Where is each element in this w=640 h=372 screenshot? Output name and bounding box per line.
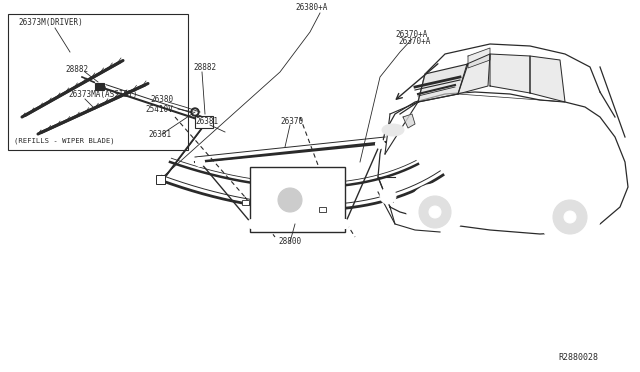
Polygon shape xyxy=(418,64,468,102)
Bar xyxy=(242,201,249,205)
Polygon shape xyxy=(403,114,415,128)
Text: 28800: 28800 xyxy=(278,237,301,246)
Circle shape xyxy=(407,184,463,240)
Text: 25410V: 25410V xyxy=(145,105,173,114)
Text: 26370+A: 26370+A xyxy=(398,37,430,46)
Bar xyxy=(8,14,188,150)
Circle shape xyxy=(248,219,257,228)
Bar xyxy=(195,116,213,128)
Text: 28882: 28882 xyxy=(65,65,88,74)
Text: 26381: 26381 xyxy=(195,117,218,126)
Circle shape xyxy=(195,157,205,167)
Text: (REFILLS - WIPER BLADE): (REFILLS - WIPER BLADE) xyxy=(14,138,115,144)
Bar xyxy=(95,83,104,90)
Text: 26380: 26380 xyxy=(150,95,173,104)
Text: 26370+A: 26370+A xyxy=(395,30,428,39)
Circle shape xyxy=(540,187,600,247)
Text: 28882: 28882 xyxy=(193,63,216,72)
Ellipse shape xyxy=(382,124,404,136)
Bar xyxy=(386,197,393,202)
Text: R2880028: R2880028 xyxy=(558,353,598,362)
Circle shape xyxy=(95,80,105,90)
Circle shape xyxy=(340,219,349,228)
Text: 26373M(DRIVER): 26373M(DRIVER) xyxy=(18,18,83,27)
Circle shape xyxy=(564,211,576,223)
Circle shape xyxy=(191,108,199,116)
Bar xyxy=(156,175,165,184)
Polygon shape xyxy=(468,48,490,68)
Circle shape xyxy=(553,200,587,234)
Text: 26381: 26381 xyxy=(148,130,171,139)
Bar xyxy=(319,207,326,212)
Circle shape xyxy=(429,206,441,218)
Circle shape xyxy=(380,188,396,204)
Polygon shape xyxy=(490,54,530,93)
Polygon shape xyxy=(458,54,490,94)
Bar xyxy=(250,167,345,232)
Circle shape xyxy=(193,110,197,114)
Circle shape xyxy=(278,188,302,212)
Circle shape xyxy=(419,196,451,228)
Text: 26373MA(ASSIST): 26373MA(ASSIST) xyxy=(68,90,138,99)
Circle shape xyxy=(268,178,312,222)
Polygon shape xyxy=(530,56,565,102)
Text: 26370: 26370 xyxy=(280,117,303,126)
Text: 26380+A: 26380+A xyxy=(295,3,328,12)
Circle shape xyxy=(376,140,385,148)
